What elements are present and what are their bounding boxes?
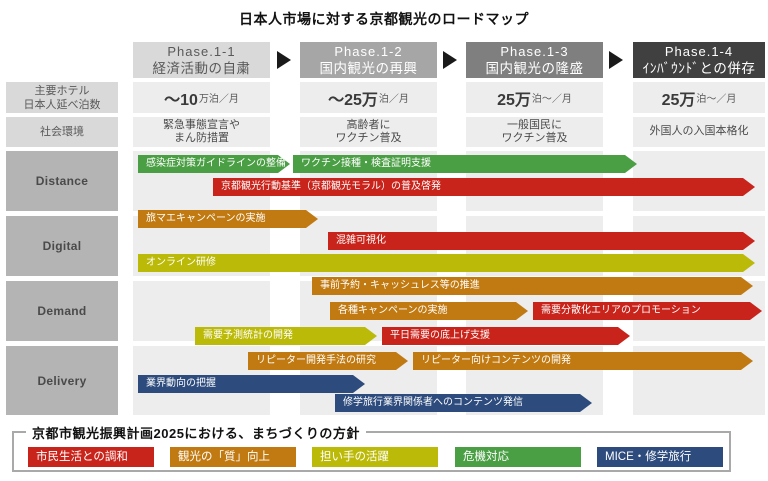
bar-various-campaigns: 各種キャンペーンの実施	[330, 302, 528, 320]
hotel-nights-value-1: ～10 万泊／月	[133, 82, 270, 113]
phase-name: 国内観光の再興	[319, 60, 418, 76]
grid-cell	[633, 82, 765, 113]
social-env-value-4: 外国人の入国本格化	[649, 125, 749, 138]
section-label-delivery: Delivery	[6, 346, 118, 415]
value-unit: 泊／月	[378, 94, 409, 105]
phase-header-2: Phase.1-2 国内観光の再興	[300, 42, 437, 78]
grid-cell	[133, 117, 270, 147]
phase-id: Phase.1-4	[664, 43, 734, 59]
hotel-nights-value-2: ～25万 泊／月	[300, 82, 437, 113]
grid-cell	[466, 117, 603, 147]
value-big: ～10	[164, 91, 198, 109]
phase-header-3: Phase.1-3 国内観光の隆盛	[466, 42, 603, 78]
row-label-social-environment: 社会環境	[6, 117, 118, 147]
phase-name: 国内観光の隆盛	[485, 60, 584, 76]
legend-item-crisis-response: 危機対応	[455, 447, 581, 467]
value-big: 25万	[497, 91, 531, 109]
bar-demand-forecast-statistics: 需要予測統計の開発	[195, 327, 377, 345]
value-big: ～25万	[328, 91, 378, 109]
section-label-demand: Demand	[6, 281, 118, 341]
phase-arrow-icon	[277, 51, 291, 69]
page-title: 日本人市場に対する京都観光のロードマップ	[239, 11, 529, 27]
value-unit: 泊～／月	[696, 94, 737, 105]
grid-cell	[466, 82, 603, 113]
section-label-distance: Distance	[6, 151, 118, 211]
social-env-value-1: 緊急事態宣言や まん防措置	[163, 118, 240, 145]
phase-id: Phase.1-3	[500, 43, 569, 59]
phase-id: Phase.1-1	[167, 43, 236, 59]
legend-item-mice-school-trips: MICE・修学旅行	[597, 447, 723, 467]
value-big: 25万	[661, 91, 696, 109]
phase-arrow-icon	[609, 51, 623, 69]
bar-online-training: オンライン研修	[138, 254, 755, 272]
legend-item-workforce-active: 担い手の活躍	[312, 447, 438, 467]
legend-title: 京都市観光振興計画2025における、まちづくりの方針	[26, 423, 366, 442]
phase-arrow-icon	[443, 51, 457, 69]
bar-school-trip-content: 修学旅行業界関係者へのコンテンツ発信	[335, 394, 592, 412]
phase-header-1: Phase.1-1 経済活動の自粛	[133, 42, 270, 78]
hotel-nights-value-4: 25万 泊～／月	[633, 82, 765, 113]
phase-id: Phase.1-2	[334, 43, 403, 59]
value-unit: 万泊／月	[198, 94, 239, 105]
phase-header-4: Phase.1-4 ｲﾝﾊﾞｳﾝﾄﾞとの併存	[633, 42, 765, 78]
row-label-hotel-nights: 主要ホテル 日本人延べ泊数	[6, 82, 118, 113]
phase-name: 経済活動の自粛	[152, 60, 251, 76]
grid-cell	[300, 82, 437, 113]
bar-kyoto-tourism-moral: 京都観光行動基準（京都観光モラル）の普及啓発	[213, 178, 755, 196]
legend-item-tourism-quality: 観光の「質」向上	[170, 447, 296, 467]
legend-frame	[12, 431, 731, 472]
bar-pre-trip-campaign: 旅マエキャンペーンの実施	[138, 210, 318, 228]
social-env-value-2: 高齢者に ワクチン普及	[335, 118, 402, 145]
bar-industry-trends: 業界動向の把握	[138, 375, 365, 393]
phase-name: ｲﾝﾊﾞｳﾝﾄﾞとの併存	[642, 60, 756, 76]
value-unit: 泊～／月	[531, 94, 572, 105]
bar-advance-booking-cashless: 事前予約・キャッシュレス等の推進	[312, 277, 753, 295]
grid-cell	[633, 117, 765, 147]
hotel-nights-value-3: 25万 泊～／月	[466, 82, 603, 113]
bar-infection-guidelines: 感染症対策ガイドラインの整備	[138, 155, 290, 173]
bar-vaccine-certificate-support: ワクチン接種・検査証明支援	[293, 155, 637, 173]
bar-congestion-visualization: 混雑可視化	[328, 232, 755, 250]
bar-repeater-method-research: リピーター開発手法の研究	[248, 352, 408, 370]
bar-repeater-content-development: リピーター向けコンテンツの開発	[413, 352, 753, 370]
bar-demand-dispersion-promotion: 需要分散化エリアのプロモーション	[533, 302, 762, 320]
bar-weekday-demand-boost: 平日需要の底上げ支援	[382, 327, 630, 345]
legend-item-citizen-harmony: 市民生活との調和	[28, 447, 154, 467]
section-label-digital: Digital	[6, 216, 118, 276]
social-env-value-3: 一般国民に ワクチン普及	[501, 118, 568, 145]
grid-cell	[133, 82, 270, 113]
grid-cell	[300, 117, 437, 147]
